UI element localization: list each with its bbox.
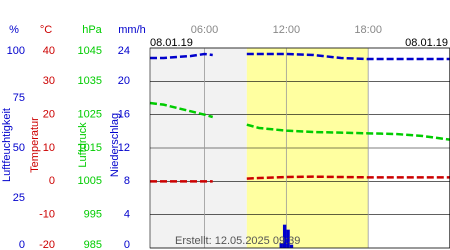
y-tick-label: -10 <box>39 209 55 221</box>
y-tick-label: 10 <box>43 142 55 154</box>
precip-bar <box>289 244 294 248</box>
y-tick-label: 995 <box>84 209 102 221</box>
y-tick-label: 75 <box>13 92 25 104</box>
y-tick-label: 40 <box>43 45 55 57</box>
y-tick-label: 30 <box>43 75 55 87</box>
y-tick-label: 0 <box>124 239 130 250</box>
y-tick-label: 1045 <box>78 45 102 57</box>
y-tick-label: 1035 <box>78 75 102 87</box>
y-tick-label: 0 <box>19 239 25 250</box>
precip-bar <box>286 229 290 248</box>
date-label: 08.01.19 <box>150 37 193 49</box>
x-tick-label: 18:00 <box>354 24 382 36</box>
precip-bar <box>279 243 283 248</box>
x-tick-label: 12:00 <box>273 24 301 36</box>
precip-bar <box>282 224 287 248</box>
y-tick-label: 1005 <box>78 175 102 187</box>
y-tick-label: 0 <box>49 175 55 187</box>
date-label: 08.01.19 <box>405 37 448 49</box>
y-tick-label: 16 <box>118 109 130 121</box>
y-tick-label: 50 <box>13 142 25 154</box>
series-line <box>150 52 450 61</box>
y-tick-label: 1015 <box>78 142 102 154</box>
axis-unit: hPa <box>82 24 102 36</box>
y-tick-label: 1025 <box>78 109 102 121</box>
y-tick-label: 20 <box>118 75 130 87</box>
axis-label: Luftfeuchtigkeit <box>1 108 13 182</box>
axis-label: Niederschlag <box>109 113 121 177</box>
axis-unit: °C <box>40 24 52 36</box>
footer: Erstellt: 12.05.2025 09:39 <box>175 235 300 247</box>
y-tick-label: 12 <box>118 142 130 154</box>
y-tick-label: 100 <box>7 45 25 57</box>
y-tick-label: 25 <box>13 192 25 204</box>
y-tick-label: 4 <box>124 209 130 221</box>
y-tick-label: 20 <box>43 109 55 121</box>
y-tick-label: -20 <box>39 239 55 250</box>
axis-label: Temperatur <box>29 117 41 173</box>
axis-label: Luftdruck <box>77 122 89 168</box>
axis-unit: mm/h <box>118 24 146 36</box>
y-tick-label: 985 <box>84 239 102 250</box>
series-line <box>149 101 450 141</box>
y-tick-label: 8 <box>124 175 130 187</box>
x-tick-label: 06:00 <box>191 24 219 36</box>
series-line <box>150 175 450 183</box>
axis-unit: % <box>9 24 19 36</box>
y-tick-label: 24 <box>118 45 130 57</box>
